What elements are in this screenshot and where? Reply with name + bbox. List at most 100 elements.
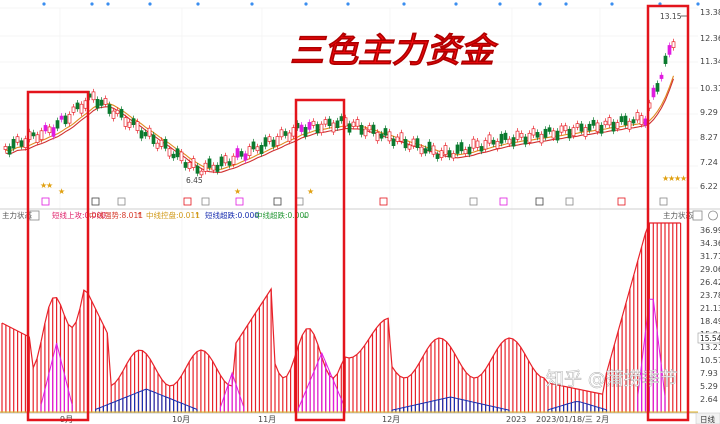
candle-body: [23, 138, 28, 148]
candle-body: [195, 165, 200, 174]
candle-body: [167, 148, 172, 157]
candle-body: [547, 127, 552, 132]
signal-icon: [273, 197, 282, 206]
candle-body: [19, 140, 24, 147]
candle-body: [331, 122, 336, 133]
candle-body: [147, 127, 152, 137]
watermark: 知乎 @蒲捞季节: [546, 369, 678, 390]
candle-body: [219, 156, 224, 167]
candle-body: [279, 129, 284, 138]
candle-body: [31, 132, 36, 137]
value-tick-label: 26.42: [700, 278, 720, 287]
candle-body: [239, 151, 244, 157]
indicator-settings-icon-right[interactable]: [692, 210, 703, 221]
candle-body: [59, 115, 64, 120]
candle-body: [139, 130, 144, 139]
price-tick-label: 7.24: [700, 158, 718, 167]
signal-dot: [90, 2, 94, 6]
candle-body: [43, 125, 48, 132]
candle-body: [419, 146, 424, 155]
candle-body: [3, 146, 8, 150]
indicator-name[interactable]: 主力状态: [2, 210, 32, 220]
candle-body: [619, 116, 624, 123]
candle-body: [539, 133, 544, 144]
candlesticks: [3, 38, 676, 178]
candle-body: [535, 132, 540, 138]
candle-body: [251, 141, 256, 150]
candle-body: [191, 158, 196, 168]
candle-body: [315, 124, 320, 134]
candle-body: [303, 127, 308, 137]
candle-body: [99, 99, 104, 106]
indicator-item-3: 中线控盘:0.011: [146, 210, 200, 220]
candle-body: [551, 130, 556, 139]
price-tick-label: 12.36: [700, 34, 720, 43]
flow-curve-magenta: [40, 342, 73, 406]
signal-icon: [183, 197, 192, 206]
candle-body: [83, 100, 88, 109]
candle-body: [451, 153, 456, 159]
candle-body: [123, 117, 128, 127]
candle-body: [523, 136, 528, 145]
candle-body: [291, 127, 296, 137]
indicator-name-right[interactable]: 主力状态: [663, 210, 693, 220]
candle-body: [47, 126, 52, 134]
period-button[interactable]: [695, 412, 720, 424]
price-tick-label: 6.22: [700, 182, 718, 191]
candle-body: [459, 142, 464, 152]
candle-body: [403, 139, 408, 149]
candle-body: [135, 121, 140, 131]
indicator-settings-icon[interactable]: [29, 210, 40, 221]
indicator-item-1: 短线上攻:0.000: [52, 210, 106, 220]
candle-body: [327, 118, 332, 127]
candle-body: [35, 134, 40, 143]
indicator-item-4: 短线超跌:0.000: [205, 210, 259, 220]
signal-icon: [41, 197, 50, 206]
candle-body: [55, 120, 60, 129]
candle-body: [447, 150, 452, 158]
top-signal-dots: [42, 2, 700, 6]
candle-body: [483, 140, 488, 150]
candle-body: [91, 91, 96, 101]
candle-body: [439, 150, 444, 158]
low-price-label: 6.45: [186, 176, 203, 185]
candle-body: [287, 132, 292, 142]
signal-icon: [499, 197, 508, 206]
candle-body: [591, 119, 596, 126]
candle-body: [371, 124, 376, 134]
signal-dot: [106, 2, 110, 6]
candle-body: [567, 128, 572, 139]
candle-body: [571, 127, 576, 137]
flow-curve-blue: [391, 396, 510, 411]
price-tick-label: 11.34: [700, 57, 720, 66]
candle-body: [71, 106, 76, 113]
candle-body: [367, 125, 372, 131]
candle-body: [207, 158, 212, 168]
candle-body: [411, 138, 416, 147]
period-button-label[interactable]: 日线: [700, 414, 715, 424]
capital-flow-histogram: [0, 222, 698, 413]
candle-body: [211, 164, 216, 171]
value-tick-label: 13.21: [700, 343, 720, 352]
signal-dot: [564, 2, 568, 6]
value-tick-label: 7.93: [700, 369, 718, 378]
x-tick-label: 2023: [506, 415, 526, 424]
info-icon[interactable]: [708, 210, 718, 221]
candle-body: [423, 148, 428, 154]
candle-body: [175, 148, 180, 158]
candle-body: [659, 74, 664, 79]
ma-line-orange: [5, 75, 675, 171]
flow-curve-magenta: [219, 371, 245, 408]
candle-body: [311, 120, 316, 126]
x-tick-label: 10月: [172, 415, 190, 424]
candle-body: [427, 141, 432, 151]
candle-body: [635, 112, 640, 121]
candle-body: [351, 121, 356, 127]
candle-body: [263, 137, 268, 147]
candle-body: [623, 115, 628, 126]
candle-body: [319, 123, 324, 134]
candle-body: [339, 116, 344, 122]
candle-body: [255, 146, 260, 152]
star-icon: ★: [668, 174, 675, 183]
